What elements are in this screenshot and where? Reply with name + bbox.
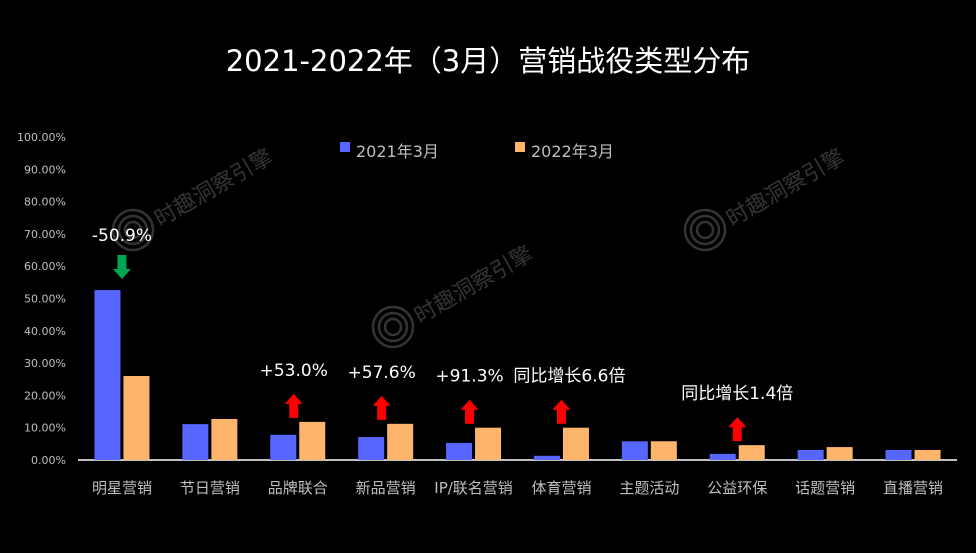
bar-2022 (826, 447, 853, 460)
arrow-down-icon (112, 255, 131, 279)
x-tick-label: 明星营销 (92, 479, 152, 497)
x-tick-label: 主题活动 (619, 479, 679, 497)
bar-2022 (211, 418, 238, 460)
bar-2021 (182, 424, 209, 460)
legend-label: 2021年3月 (356, 142, 439, 161)
bar-2021 (797, 449, 824, 460)
x-tick-label: 品牌联合 (268, 479, 328, 497)
y-tick-label: 50.00% (24, 293, 66, 306)
arrow-up-icon (284, 393, 303, 418)
annotation-label: -50.9% (92, 226, 152, 246)
arrow-up-icon (460, 399, 479, 424)
bar-2021 (94, 290, 121, 460)
annotation-label: +57.6% (348, 363, 416, 383)
bar-2021 (270, 434, 297, 460)
bar-2022 (299, 421, 326, 460)
bar-2022 (123, 376, 150, 460)
bar-2022 (738, 445, 765, 460)
y-tick-label: 80.00% (24, 196, 66, 209)
x-tick-label: 公益环保 (707, 479, 767, 497)
watermark: 时趣洞察引擎 (683, 145, 850, 252)
x-tick-label: 体育营销 (531, 479, 591, 497)
chart-title: 2021-2022年（3月）营销战役类型分布 (225, 44, 751, 78)
bar-2021 (533, 455, 560, 460)
arrow-up-icon (728, 417, 747, 442)
bar-2021 (621, 441, 648, 460)
y-tick-label: 20.00% (24, 389, 66, 402)
annotation-label: +53.0% (260, 361, 328, 381)
bar-2022 (387, 423, 414, 460)
x-tick-label: 新品营销 (356, 479, 416, 497)
y-tick-label: 40.00% (24, 325, 66, 338)
bar-2022 (562, 427, 589, 460)
x-tick-label: 节日营销 (180, 479, 240, 497)
y-tick-label: 30.00% (24, 357, 66, 370)
arrow-up-icon (552, 399, 571, 424)
y-tick-label: 60.00% (24, 260, 66, 273)
bar-2021 (709, 453, 736, 460)
legend-swatch (340, 142, 350, 152)
legend-label: 2022年3月 (531, 142, 614, 161)
arrow-up-icon (372, 395, 391, 420)
bar-2021 (446, 442, 473, 460)
annotation-label: 同比增长1.4倍 (681, 384, 793, 404)
y-tick-label: 90.00% (24, 163, 66, 176)
svg-text:时趣洞察引擎: 时趣洞察引擎 (411, 242, 538, 330)
bar-2021 (358, 437, 385, 460)
svg-text:时趣洞察引擎: 时趣洞察引擎 (151, 145, 278, 233)
y-tick-label: 100.00% (17, 131, 66, 144)
x-tick-label: 话题营销 (795, 479, 855, 497)
y-tick-label: 70.00% (24, 228, 66, 241)
legend-swatch (515, 142, 525, 152)
bar-2022 (475, 427, 502, 460)
watermark: 时趣洞察引擎 (371, 242, 538, 349)
annotation-label: 同比增长6.6倍 (513, 367, 625, 387)
bar-2022 (914, 449, 941, 460)
x-tick-label: 直播营销 (883, 479, 943, 497)
bar-2022 (650, 441, 677, 460)
y-tick-label: 0.00% (31, 454, 66, 467)
x-tick-label: IP/联名营销 (434, 479, 513, 497)
y-tick-label: 10.00% (24, 422, 66, 435)
annotation-label: +91.3% (435, 367, 503, 387)
bar-2021 (885, 449, 912, 460)
svg-text:时趣洞察引擎: 时趣洞察引擎 (723, 145, 850, 233)
